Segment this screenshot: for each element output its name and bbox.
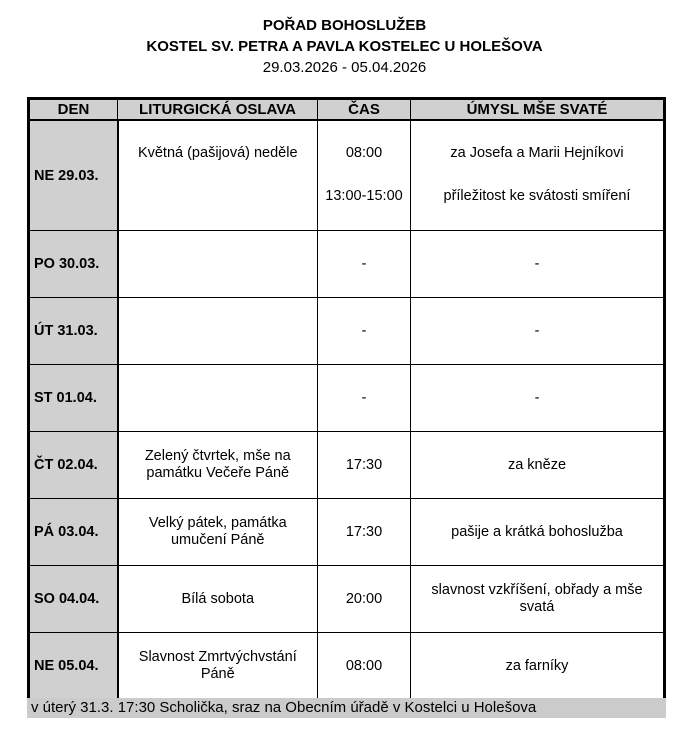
- liturgy-cell: Bílá sobota: [117, 565, 318, 633]
- times-text: 08:00: [345, 145, 383, 161]
- table-row: ÚT 31.03. - -: [28, 297, 665, 365]
- intention-cell: -: [410, 364, 665, 432]
- intentions-text: -: [534, 322, 540, 339]
- intention-cell: za farníky: [410, 632, 665, 701]
- intentions-text: -: [534, 255, 540, 272]
- times-text: -: [361, 255, 367, 272]
- table-row: PÁ 03.04. Velký pátek, památka umučení Pá…: [28, 498, 665, 566]
- column-header-intention: ÚMYSL MŠE SVATÉ: [410, 98, 665, 121]
- liturgy-cell: Zelený čtvrtek, mše na památku Večeře Pá…: [117, 431, 318, 499]
- day-cell: PÁ 03.04.: [28, 498, 119, 566]
- intentions-text: slavnost vzkříšení, obřady a mše svatá: [431, 582, 643, 615]
- time-cell: 08:00: [317, 632, 411, 701]
- day-cell: ČT 02.04.: [28, 431, 119, 499]
- day-cell: PO 30.03.: [28, 230, 119, 298]
- schedule-table: DEN LITURGICKÁ OSLAVA ČAS ÚMYSL MŠE SVAT…: [27, 97, 666, 702]
- table-row: ČT 02.04. Zelený čtvrtek, mše na památku …: [28, 431, 665, 499]
- intentions-text: za kněze: [507, 456, 567, 473]
- times-text: -: [361, 322, 367, 339]
- time-cell: -: [317, 230, 411, 298]
- table-row: NE 05.04. Slavnost Zmrtvýchvstání Páně 08:…: [28, 632, 665, 701]
- times-text: -: [361, 389, 367, 406]
- liturgy-cell: [117, 297, 318, 365]
- column-header-day: DEN: [28, 98, 118, 121]
- table-row: NE 29.03. Květná (pašijová) neděle 08:00 13…: [28, 119, 665, 231]
- intentions-text: příležitost ke svátosti smíření: [443, 188, 631, 204]
- liturgy-cell: [117, 230, 318, 298]
- table-row: PO 30.03. - -: [28, 230, 665, 298]
- intention-cell: slavnost vzkříšení, obřady a mše svatá: [410, 565, 665, 633]
- time-cell: 08:00 13:00-15:00: [317, 119, 411, 231]
- time-cell: 20:00: [317, 565, 411, 633]
- day-cell: ÚT 31.03.: [28, 297, 119, 365]
- liturgy-text: Bílá sobota: [181, 590, 255, 607]
- column-header-liturgy: LITURGICKÁ OSLAVA: [117, 98, 318, 121]
- liturgy-text: Zelený čtvrtek, mše na památku Večeře Pá…: [144, 448, 291, 481]
- table-header-row: DEN LITURGICKÁ OSLAVA ČAS ÚMYSL MŠE SVAT…: [28, 98, 665, 121]
- day-cell: NE 05.04.: [28, 632, 119, 701]
- liturgy-cell: Slavnost Zmrtvýchvstání Páně: [117, 632, 318, 701]
- time-cell: -: [317, 297, 411, 365]
- intentions-text: -: [534, 389, 540, 406]
- liturgy-text: Květná (pašijová) neděle: [137, 145, 298, 161]
- times-text: 17:30: [345, 523, 383, 540]
- liturgy-cell: Květná (pašijová) neděle: [117, 119, 318, 231]
- intention-cell: za kněze: [410, 431, 665, 499]
- date-range: 29.03.2026 - 05.04.2026: [262, 59, 427, 76]
- times-text: 17:30: [345, 456, 383, 473]
- intention-cell: pašije a krátká bohoslužba: [410, 498, 665, 566]
- liturgy-text: Slavnost Zmrtvýchvstání Páně: [138, 649, 297, 682]
- liturgy-text: Velký pátek, památka umučení Páně: [148, 515, 287, 548]
- day-cell: NE 29.03.: [28, 119, 119, 231]
- column-header-time: ČAS: [317, 98, 411, 121]
- intention-cell: za Josefa a Marii Hejníkovi příležitost k…: [410, 119, 665, 231]
- table-row: ST 01.04. - -: [28, 364, 665, 432]
- day-cell: ST 01.04.: [28, 364, 119, 432]
- intentions-text: pašije a krátká bohoslužba: [451, 523, 623, 540]
- time-cell: -: [317, 364, 411, 432]
- intentions-text: za Josefa a Marii Hejníkovi: [450, 145, 624, 161]
- announcement-note: v úterý 31.3. 17:30 Scholička, sraz na O…: [27, 698, 666, 718]
- table-row: SO 04.04. Bílá sobota 20:00 slavnost vzkříš…: [28, 565, 665, 633]
- liturgy-cell: Velký pátek, památka umučení Páně: [117, 498, 318, 566]
- time-cell: 17:30: [317, 498, 411, 566]
- liturgy-cell: [117, 364, 318, 432]
- times-text: 13:00-15:00: [325, 188, 403, 204]
- church-name: KOSTEL SV. PETRA A PAVLA KOSTELEC U HOLE…: [146, 38, 543, 55]
- intention-cell: -: [410, 297, 665, 365]
- time-cell: 17:30: [317, 431, 411, 499]
- day-cell: SO 04.04.: [28, 565, 119, 633]
- times-text: 08:00: [345, 657, 383, 674]
- intention-cell: -: [410, 230, 665, 298]
- schedule-title: POŘAD BOHOSLUŽEB: [262, 17, 427, 34]
- times-text: 20:00: [345, 590, 383, 607]
- intentions-text: za farníky: [505, 657, 569, 674]
